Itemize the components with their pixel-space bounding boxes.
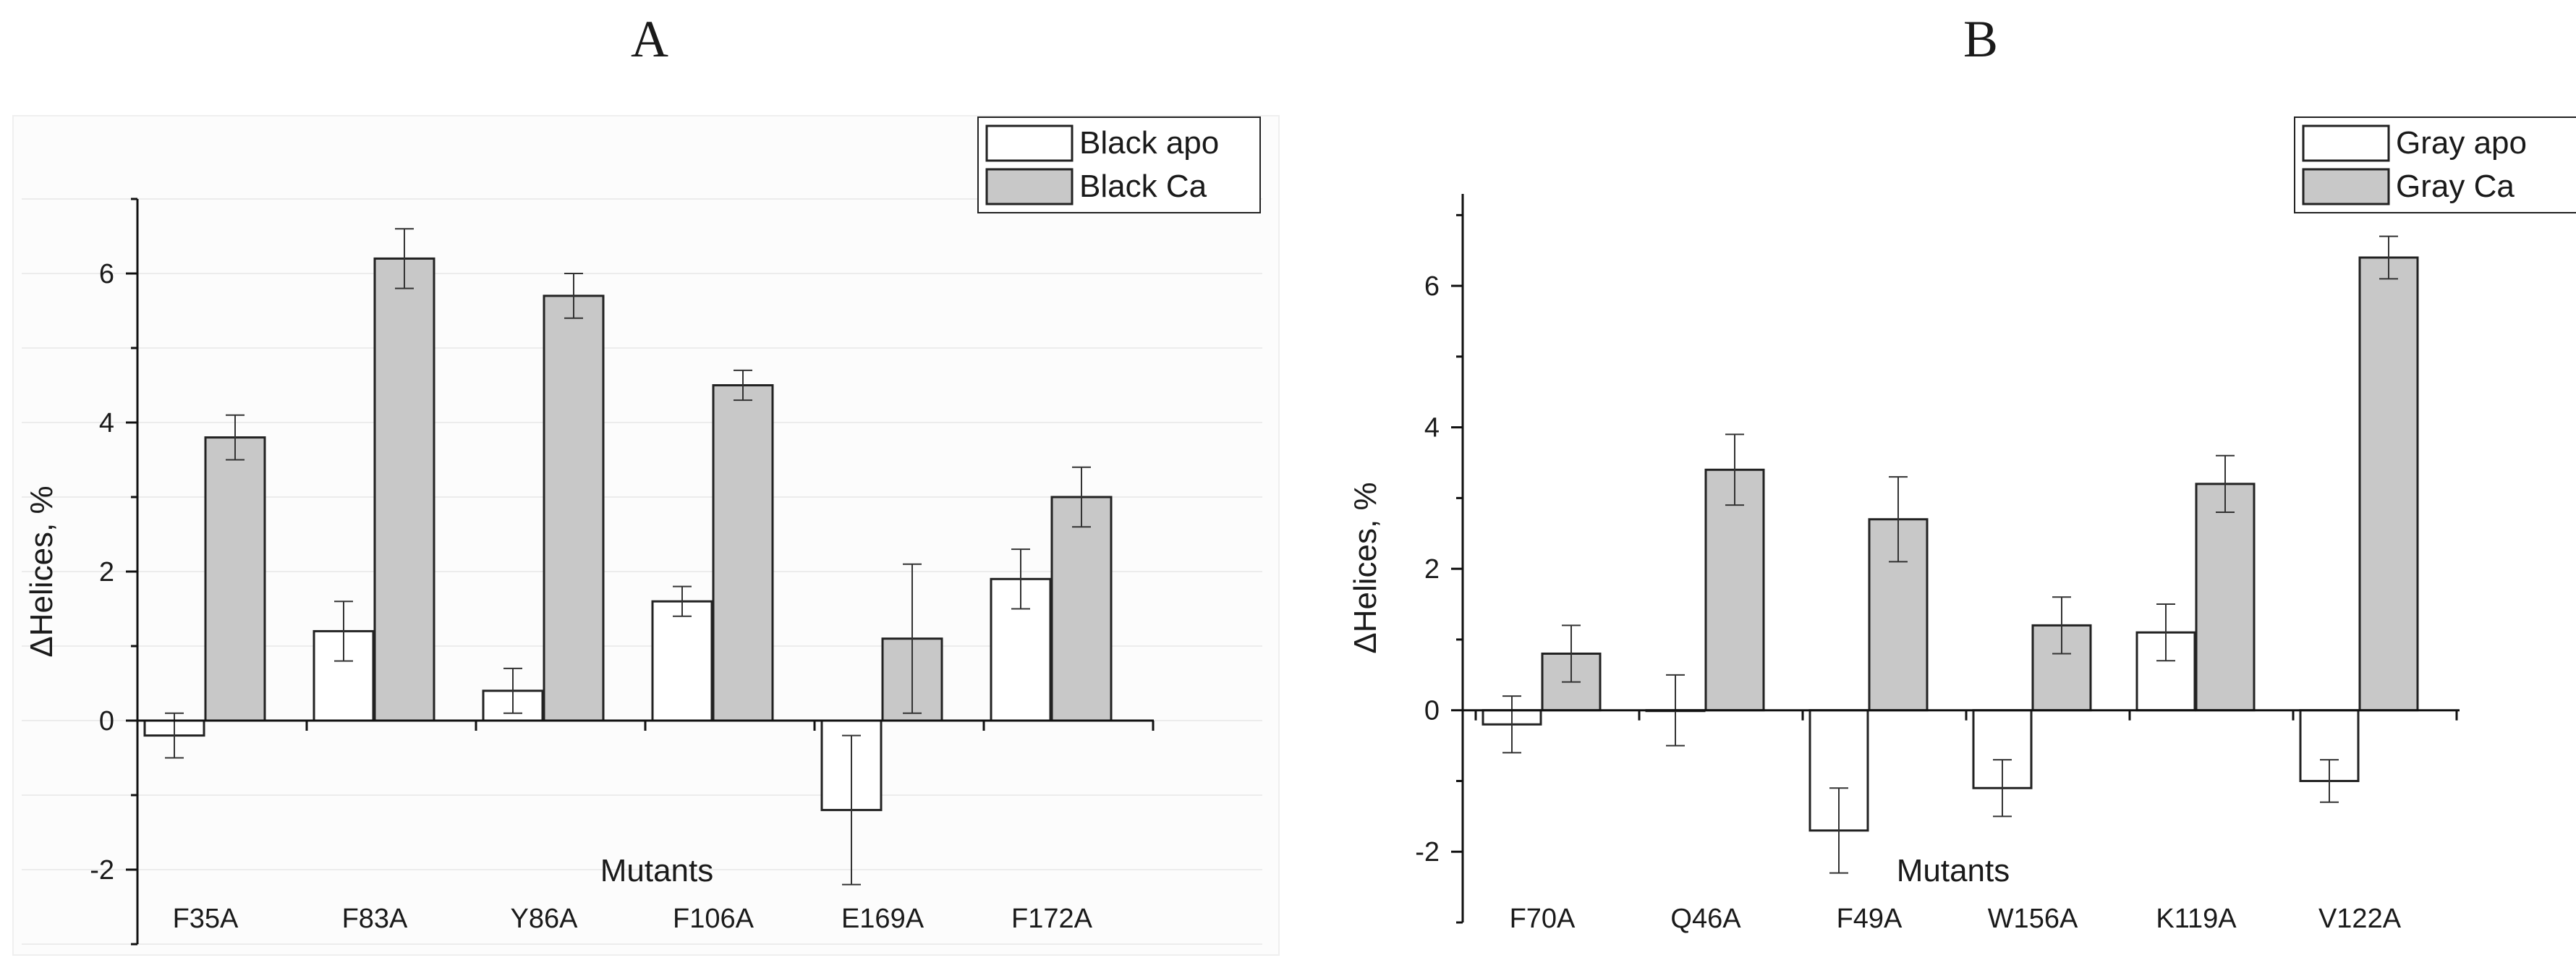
panel-b-legend-swatch-1 (2302, 168, 2390, 205)
panel-a: A F35A F83A Y86A F106A E169A F172A -2 0 2 4 6 Mutant… (12, 10, 1280, 956)
panel-b-y-axis-title: ΔHelices, % (1348, 482, 1383, 653)
panel-b-bar-V122A-1 (2358, 256, 2419, 712)
panel-b-category-label: F49A (1837, 904, 1903, 934)
panel-a-category-label: F106A (673, 904, 754, 934)
panel-a-y-tick-label: 4 (99, 408, 114, 438)
panel-b-category-label: Q46A (1670, 904, 1741, 934)
panel-b-legend-label-0: Gray apo (2396, 125, 2527, 161)
panel-a-bar-F172A-1 (1050, 496, 1113, 722)
panel-b-y-tick-label: 2 (1424, 554, 1440, 585)
panel-b-y-tick-label: 4 (1424, 413, 1440, 444)
panel-a-y-tick-label: 6 (99, 259, 114, 289)
panel-b-category-label: V122A (2318, 904, 2402, 934)
panel-a-legend-label-0: Black apo (1079, 125, 1219, 161)
panel-a-bar-Y86A-1 (543, 294, 605, 722)
panel-b-bar-K119A-1 (2195, 483, 2256, 712)
panel-b: B F70A Q46A F49A W156A K119A V122A -2 0 2 4 6 Mutant… (1348, 10, 2576, 934)
panel-a-x-axis-title: Mutants (600, 853, 714, 888)
panel-a-legend-swatch-1 (985, 168, 1074, 205)
panel-b-category-label: F70A (1510, 904, 1576, 934)
panel-a-y-axis-title: ΔHelices, % (24, 485, 59, 657)
panel-a-category-label: E169A (841, 904, 924, 934)
panel-a-category-label: F172A (1011, 904, 1093, 934)
panel-a-bar-F35A-1 (204, 436, 266, 722)
panel-a-bar-F83A-1 (373, 257, 435, 722)
panel-b-y-tick-label: -2 (1415, 837, 1440, 867)
panel-b-y-tick-label: 0 (1424, 696, 1440, 726)
panel-a-category-label: F83A (342, 904, 408, 934)
panel-a-y-tick-label: -2 (90, 855, 114, 886)
panel-a-letter: A (631, 10, 668, 68)
panel-b-category-label: K119A (2156, 904, 2237, 934)
panel-b-x-axis-title: Mutants (1897, 853, 2010, 888)
panel-a-category-label: Y86A (511, 904, 579, 934)
panel-b-legend-swatch-0 (2302, 124, 2390, 162)
panel-a-bar-F106A-1 (712, 384, 774, 722)
panel-a-category-label: F35A (173, 904, 239, 934)
panel-b-category-label: W156A (1988, 904, 2078, 934)
panel-a-bar-F106A-0 (651, 600, 713, 722)
panel-a-legend-label-1: Black Ca (1079, 169, 1207, 204)
panel-b-y-tick-label: 6 (1424, 271, 1440, 302)
panel-a-legend-swatch-0 (985, 124, 1074, 162)
panel-b-legend-label-1: Gray Ca (2396, 169, 2515, 204)
panel-a-y-tick-label: 0 (99, 706, 114, 737)
panel-b-letter: B (1963, 10, 1998, 68)
panel-a-y-tick-label: 2 (99, 557, 114, 587)
